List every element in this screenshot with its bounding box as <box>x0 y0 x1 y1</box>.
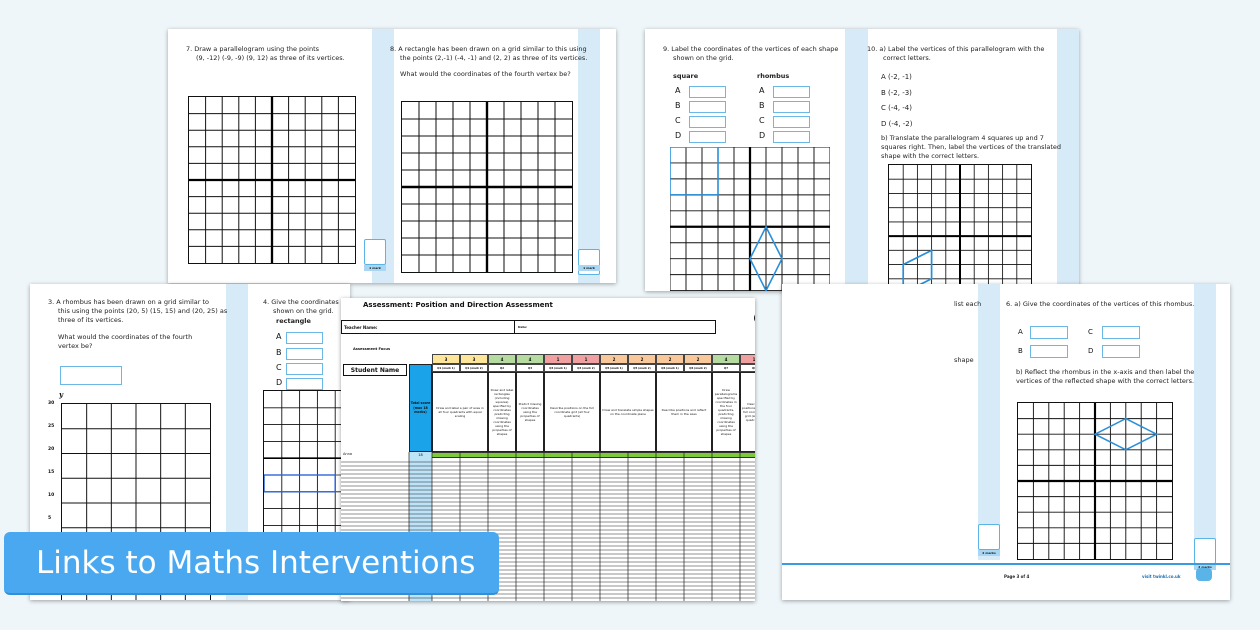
mark-label: 2 marks <box>978 550 1000 556</box>
point-d: D (-4, -2) <box>881 120 913 128</box>
coordinate-grid-q10 <box>888 164 1032 291</box>
twinkl-logo-icon <box>1196 568 1212 581</box>
margin-strip <box>1057 29 1079 291</box>
student-total-cell: 18 <box>409 452 432 458</box>
assessment-spreadsheet: Assessment: Position and Direction Asses… <box>341 298 755 601</box>
student-name-cell[interactable]: Anna <box>343 452 352 456</box>
mark-box[interactable] <box>978 524 1000 550</box>
coordinate-grid-q8 <box>401 101 573 273</box>
fourth-vertex-input[interactable] <box>60 366 122 385</box>
letter-d: D <box>759 131 766 140</box>
point-a: A (-2, -1) <box>881 73 912 81</box>
letter-b: B <box>675 101 681 110</box>
rect-d-input[interactable] <box>286 378 323 390</box>
rect-a-input[interactable] <box>286 332 323 344</box>
rhombus-c-input[interactable] <box>1102 326 1140 339</box>
rhombus-c-input[interactable] <box>773 116 810 128</box>
footer-site-link[interactable]: visit twinkl.co.uk <box>1142 574 1181 579</box>
mark-label: 2 marks <box>1194 564 1216 570</box>
question-9-text: 9. Label the coordinates of the vertices… <box>663 45 839 62</box>
margin-strip <box>226 284 248 600</box>
assessment-focus-row: 3 3 4 4 1 1 2 2 2 2 4 1 1 1 2 2 2 2 <box>432 354 755 364</box>
assessment-focus-label: Assessment Focus <box>353 347 391 351</box>
question-4-text: 4. Give the coordinates of shown on the … <box>263 298 348 315</box>
y-axis-label: y <box>59 390 64 399</box>
worksheet-page-9-10: 9. Label the coordinates of the vertices… <box>645 29 1079 291</box>
square-d-input[interactable] <box>689 131 726 143</box>
question-6-text: 6. a) Give the coordinates of the vertic… <box>1006 300 1195 308</box>
links-to-maths-interventions-banner[interactable]: Links to Maths Interventions <box>4 532 499 595</box>
mark-label: 1 mark <box>578 265 600 271</box>
partial-text: shape <box>954 356 974 364</box>
rhombus-a-input[interactable] <box>1030 326 1068 339</box>
student-name-header: Student Name <box>343 364 407 376</box>
rhombus-b-input[interactable] <box>1030 345 1068 358</box>
letter-c: C <box>759 116 765 125</box>
question-6b-text: b) Reflect the rhombus in the x-axis and… <box>1016 368 1195 385</box>
square-a-input[interactable] <box>689 86 726 98</box>
coordinate-grid-q6 <box>1017 402 1173 560</box>
footer-rule <box>782 563 1230 565</box>
mark-box[interactable] <box>1194 538 1216 564</box>
letter-a: A <box>675 86 681 95</box>
question-10-text: 10. a) Label the vertices of this parall… <box>867 45 1045 62</box>
student-row-highlight <box>432 452 755 458</box>
twinkl-logo-icon: twinkl <box>754 312 755 324</box>
rectangle-heading: rectangle <box>276 317 311 325</box>
question-10b-text: b) Translate the parallelogram 4 squares… <box>881 134 1061 160</box>
partial-text: list each <box>954 300 982 308</box>
mark-box[interactable] <box>364 239 386 265</box>
question-3-text: 3. A rhombus has been drawn on a grid si… <box>48 298 228 350</box>
question-7-text: 7. Draw a parallelogram using the points… <box>186 45 345 62</box>
letter-a: A <box>759 86 765 95</box>
student-rows <box>341 452 755 601</box>
question-8-text: 8. A rectangle has been drawn on a grid … <box>390 45 588 78</box>
coordinate-grid-q7 <box>188 96 356 264</box>
rect-c-input[interactable] <box>286 363 323 375</box>
coordinate-grid-q9 <box>670 147 830 291</box>
rhombus-b-input[interactable] <box>773 101 810 113</box>
mark-label: 1 mark <box>364 265 386 271</box>
letter-d: D <box>675 131 682 140</box>
point-b: B (-2, -3) <box>881 89 912 97</box>
footer-page-number: Page 3 of 4 <box>1004 574 1030 579</box>
rhombus-heading: rhombus <box>757 72 790 80</box>
description-row: Draw and label a pair of axes in all fou… <box>432 372 755 452</box>
square-b-input[interactable] <box>689 101 726 113</box>
rhombus-d-input[interactable] <box>773 131 810 143</box>
point-c: C (-4, -4) <box>881 104 912 112</box>
margin-strip <box>1194 284 1216 560</box>
mark-box[interactable] <box>578 249 600 275</box>
margin-strip <box>845 29 868 291</box>
rect-b-input[interactable] <box>286 348 323 360</box>
rhombus-d-input[interactable] <box>1102 345 1140 358</box>
teacher-name-row: Teacher Name: Date: <box>341 320 716 334</box>
worksheet-page-5-6: list each shape 6. a) Give the coordinat… <box>782 284 1230 600</box>
square-c-input[interactable] <box>689 116 726 128</box>
question-header-row: Q1 (mark 1) Q1 (mark 2) Q2 Q3 Q4 (mark 1… <box>432 364 755 372</box>
letter-b: B <box>759 101 765 110</box>
rhombus-a-input[interactable] <box>773 86 810 98</box>
letter-c: C <box>675 116 681 125</box>
square-heading: square <box>673 72 699 80</box>
banner-label: Links to Maths Interventions <box>36 544 476 581</box>
total-score-header: Total score (max 18 marks) <box>409 364 432 452</box>
worksheet-page-7-8: 7. Draw a parallelogram using the points… <box>168 29 616 283</box>
margin-strip <box>372 29 394 283</box>
sheet-title: Assessment: Position and Direction Asses… <box>363 301 553 309</box>
margin-strip <box>578 29 600 283</box>
margin-strip <box>978 284 1000 560</box>
